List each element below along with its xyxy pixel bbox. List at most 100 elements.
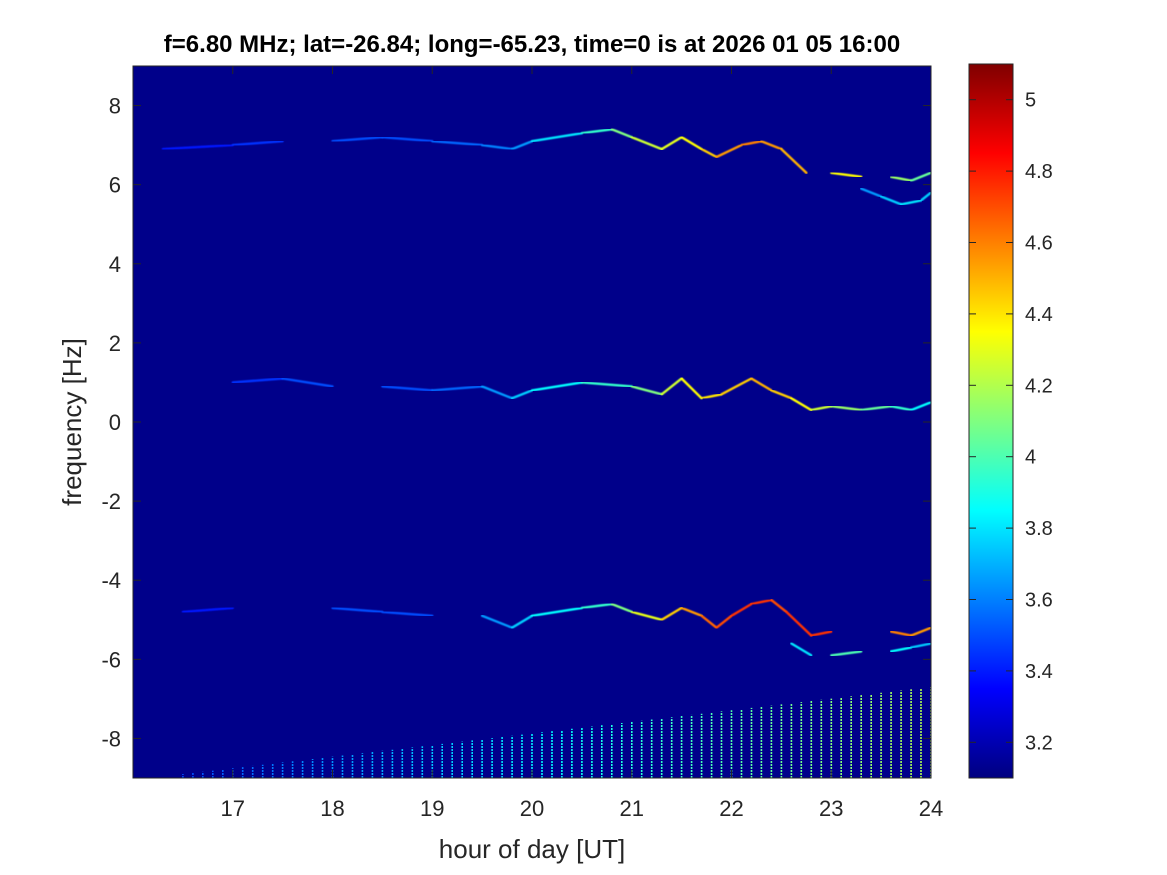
trace-segment <box>331 606 384 614</box>
y-tick-label: 4 <box>109 252 121 277</box>
colorbar-scale <box>969 64 1013 778</box>
x-tick-label: 19 <box>420 796 444 821</box>
x-tick-label: 20 <box>520 796 544 821</box>
trace-segment <box>480 385 514 400</box>
trace-segment <box>630 610 663 621</box>
trace-segment <box>830 650 863 657</box>
colorbar-tick-label: 3.2 <box>1025 732 1053 754</box>
trace-segment <box>700 393 723 400</box>
trace-segment <box>899 199 923 206</box>
trace-segment <box>231 139 284 147</box>
colorbar-tick-label: 4.2 <box>1025 375 1053 397</box>
colorbar-tick-label: 4.6 <box>1025 233 1053 255</box>
trace-segment <box>750 377 773 392</box>
trace-segment <box>860 187 883 198</box>
trace-segment <box>860 405 893 412</box>
trace-segment <box>830 171 863 179</box>
y-axis-label: frequency [Hz] <box>57 338 87 506</box>
trace-segment <box>760 139 783 151</box>
colorbar-tick-label: 3.8 <box>1025 518 1053 540</box>
trace-segment <box>580 128 613 135</box>
colorbar-tick-label: 4 <box>1025 447 1036 469</box>
trace-segment <box>909 642 931 649</box>
heatmap-marks <box>133 128 931 778</box>
x-tick-label: 17 <box>221 796 245 821</box>
trace-segment <box>720 377 753 396</box>
trace-segment <box>530 381 584 392</box>
trace-segment <box>919 191 931 202</box>
colorbar-tick-label: 4.8 <box>1025 161 1053 183</box>
trace-segment <box>660 606 683 621</box>
trace-segment <box>580 602 613 610</box>
y-tick-label: -6 <box>101 647 121 672</box>
trace-segment <box>660 377 683 396</box>
colorbar-ticks: 3.2 3.4 3.6 3.8 4 4.2 4.4 4.6 4.8 5 <box>969 90 1053 754</box>
trace-segment <box>680 606 703 617</box>
trace-segment <box>381 135 434 143</box>
x-tick-label: 21 <box>620 796 644 821</box>
plot-area <box>132 65 932 779</box>
trace-segment <box>700 614 718 629</box>
trace-segment <box>790 642 813 657</box>
trace-segment <box>740 139 763 147</box>
trace-segment <box>530 606 584 617</box>
trace-segment <box>510 614 534 629</box>
trace-segment <box>181 606 235 614</box>
colorbar-tick-label: 3.4 <box>1025 661 1053 683</box>
trace-segment <box>381 610 434 617</box>
trace-segment <box>750 598 773 606</box>
trace-segment <box>630 135 663 151</box>
x-tick-label: 18 <box>320 796 344 821</box>
trace-segment <box>785 610 813 637</box>
trace-segment <box>231 377 284 384</box>
trace-segment <box>510 389 534 400</box>
trace-segment <box>680 377 703 400</box>
trace-segment <box>909 401 931 412</box>
trace-segment <box>889 646 913 653</box>
trace-segment <box>510 139 534 151</box>
trace-segment <box>780 147 808 175</box>
colorbar-tick-label: 4.4 <box>1025 304 1053 326</box>
trace-segment <box>610 602 633 614</box>
y-tick-label: -2 <box>101 489 121 514</box>
trace-segment <box>909 171 931 182</box>
y-tick-label: 8 <box>109 94 121 119</box>
x-axis-ticks: 17 18 19 20 21 22 23 24 <box>221 66 943 821</box>
y-tick-label: 6 <box>109 173 121 198</box>
trace-segment <box>810 405 833 412</box>
x-tick-label: 22 <box>719 796 743 821</box>
trace-segment <box>530 131 584 143</box>
trace-segment <box>680 135 703 151</box>
trace-segment <box>281 377 334 388</box>
trace-segment <box>431 385 484 392</box>
trace-segment <box>879 195 903 206</box>
trace-segment <box>660 135 683 151</box>
trace-segment <box>715 614 733 629</box>
y-tick-label: -8 <box>101 726 121 751</box>
x-axis-label: hour of day [UT] <box>439 834 625 864</box>
trace-segment <box>909 626 931 637</box>
trace-segment <box>889 630 913 637</box>
trace-segment <box>630 385 663 396</box>
colorbar: 3.2 3.4 3.6 3.8 4 4.2 4.4 4.6 4.8 5 <box>968 63 1053 779</box>
trace-segment <box>610 128 633 139</box>
trace-segment <box>770 598 788 614</box>
y-tick-label: 2 <box>109 331 121 356</box>
trace-segment <box>770 389 793 400</box>
trace-segment <box>580 381 633 388</box>
colorbar-tick-label: 5 <box>1025 90 1036 112</box>
trace-segment <box>331 135 384 143</box>
x-tick-label: 23 <box>819 796 843 821</box>
trace-segment <box>830 405 863 412</box>
colorbar-frame <box>968 63 1014 779</box>
trace-segment <box>790 397 813 412</box>
x-tick-label: 24 <box>919 796 943 821</box>
trace-segment <box>431 139 484 147</box>
trace-segment <box>715 143 743 159</box>
trace-segment <box>889 405 913 412</box>
trace-segment <box>480 614 514 629</box>
trace-segment <box>889 175 913 182</box>
trace-segment <box>161 143 235 151</box>
trace-segment <box>730 602 753 617</box>
